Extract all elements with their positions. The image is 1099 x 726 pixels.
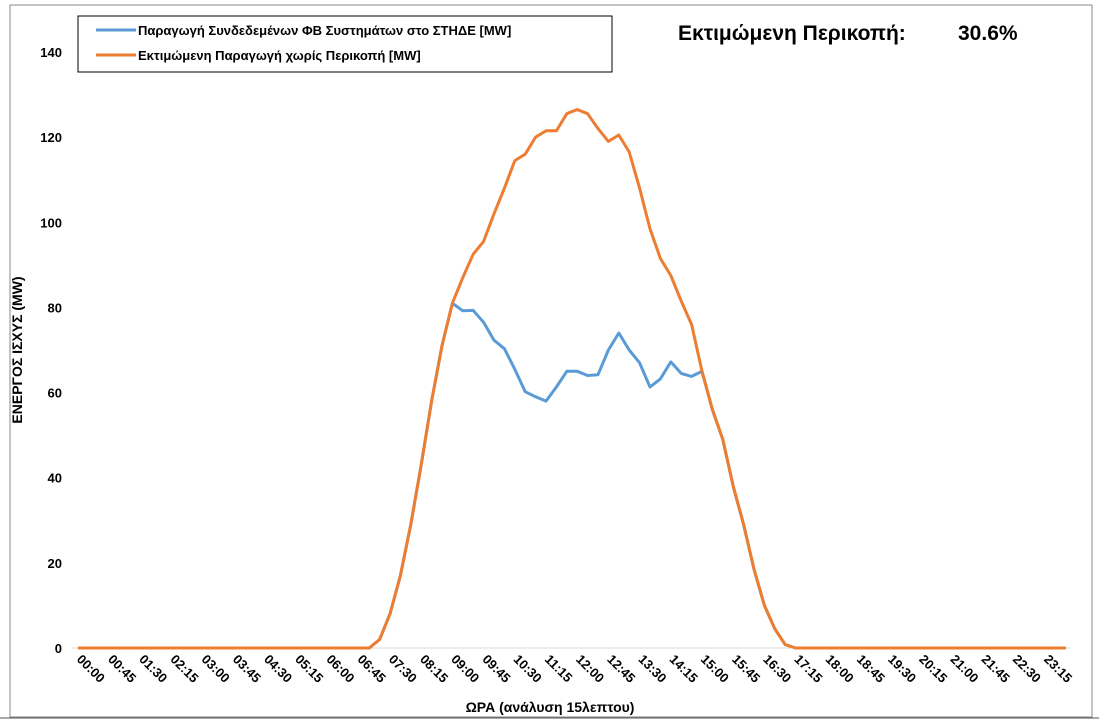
x-tick-label: 08:15 — [417, 652, 451, 686]
x-tick-label: 11:15 — [542, 652, 576, 686]
y-tick-label: 120 — [40, 130, 62, 145]
y-tick-label: 80 — [48, 300, 62, 315]
x-tick-label: 19:30 — [885, 652, 919, 686]
legend-label: Παραγωγή Συνδεδεμένων ΦΒ Συστημάτων στο … — [138, 23, 511, 38]
x-tick-label: 01:30 — [136, 652, 170, 686]
x-tick-label: 07:30 — [386, 652, 420, 686]
x-tick-label: 21:00 — [947, 652, 981, 686]
y-tick-label: 100 — [40, 215, 62, 230]
annotation: Εκτιμώμενη Περικοπή: — [678, 22, 906, 45]
x-tick-label: 04:30 — [261, 652, 295, 686]
y-tick-label: 40 — [48, 471, 62, 486]
x-tick-label: 02:15 — [167, 652, 201, 686]
x-tick-label: 22:30 — [1010, 652, 1044, 686]
series-line — [78, 301, 1066, 650]
y-axis-title: ΕΝΕΡΓΟΣ ΙΣΧΥΣ (MW) — [9, 276, 25, 423]
chart-frame — [9, 4, 1093, 718]
y-tick-label: 140 — [40, 45, 62, 60]
x-tick-label: 17:15 — [791, 652, 825, 686]
x-tick-label: 12:45 — [604, 652, 638, 686]
x-tick-label: 05:15 — [292, 652, 326, 686]
x-tick-label: 18:00 — [823, 652, 857, 686]
x-axis-title: ΩΡΑ (ανάλυση 15λεπτου) — [466, 699, 635, 715]
x-tick-label: 10:30 — [511, 652, 545, 686]
x-tick-label: 00:00 — [74, 652, 108, 686]
legend-box — [77, 15, 613, 73]
x-tick-label: 20:15 — [916, 652, 950, 686]
x-tick-label: 03:00 — [199, 652, 233, 686]
x-tick-label: 13:30 — [635, 652, 669, 686]
annotation-value: 30.6% — [958, 22, 1018, 45]
y-tick-label: 20 — [48, 556, 62, 571]
y-tick-label: 0 — [55, 641, 62, 656]
x-tick-label: 09:00 — [448, 652, 482, 686]
x-tick-label: 15:00 — [698, 652, 732, 686]
x-tick-label: 03:45 — [230, 652, 264, 686]
x-tick-label: 16:30 — [760, 652, 794, 686]
x-tick-label: 23:15 — [1041, 652, 1075, 686]
x-tick-label: 09:45 — [479, 652, 513, 686]
y-tick-label: 60 — [48, 386, 62, 401]
legend-label: Εκτιμώμενη Παραγωγή χωρίς Περικοπή [MW] — [138, 48, 421, 63]
x-tick-label: 15:45 — [729, 652, 763, 686]
x-tick-label: 18:45 — [854, 652, 888, 686]
x-tick-label: 12:00 — [573, 652, 607, 686]
x-tick-label: 06:00 — [323, 652, 357, 686]
x-tick-label: 14:15 — [667, 652, 701, 686]
x-tick-label: 06:45 — [355, 652, 389, 686]
x-tick-label: 00:45 — [105, 652, 139, 686]
x-tick-label: 21:45 — [979, 652, 1013, 686]
series-line — [78, 108, 1066, 650]
